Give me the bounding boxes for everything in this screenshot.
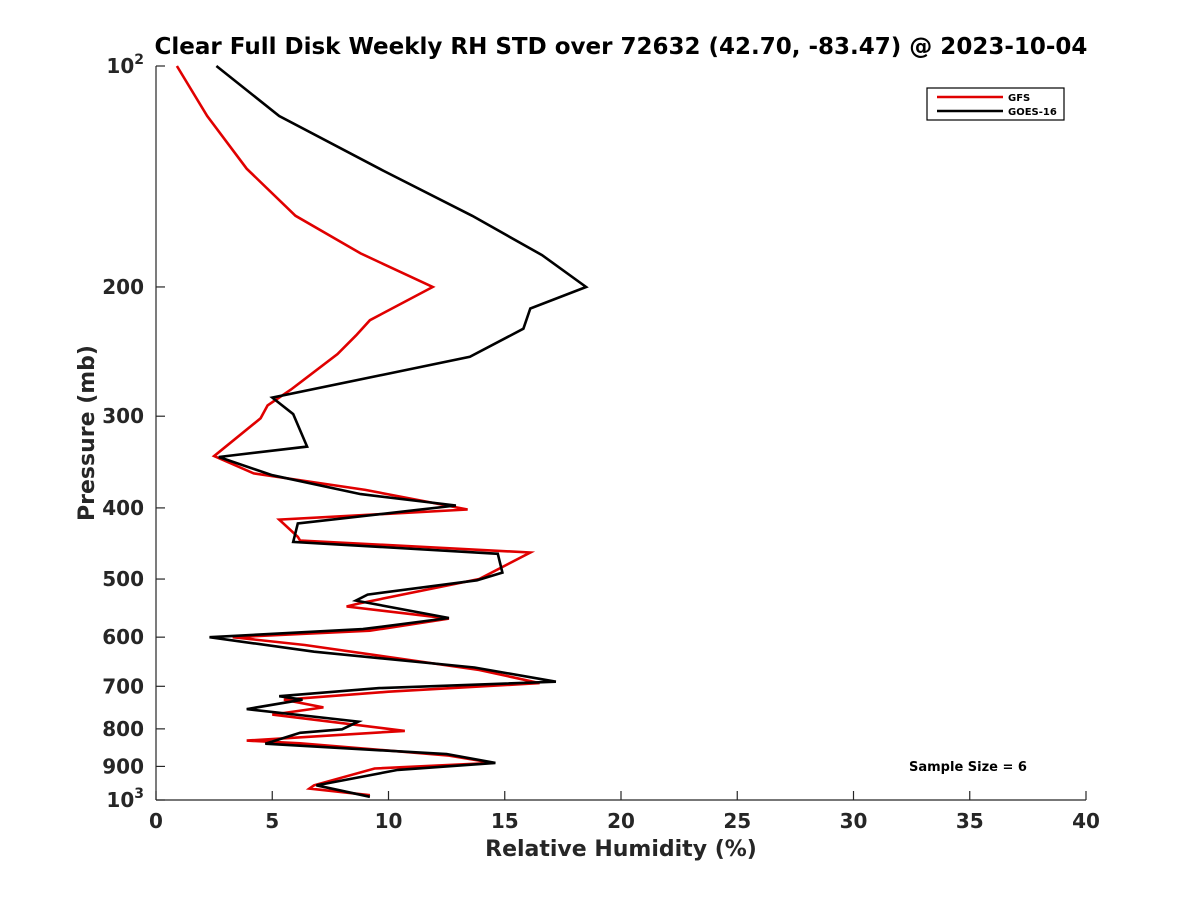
x-tick-label: 25 [723, 809, 751, 833]
sample-size-annotation: Sample Size = 6 [909, 760, 1027, 775]
y-tick-label: 600 [102, 625, 144, 649]
series-line-gfs [175, 65, 540, 797]
legend-label: GOES-16 [1008, 107, 1057, 118]
plot-area [155, 64, 1086, 801]
x-axis-ticks: 0 5 10 15 20 25 30 35 40 [149, 791, 1100, 833]
y-axis-ticks: 102 200 300 400 500 600 700 800 900 103 [102, 52, 165, 812]
y-tick-label: 200 [102, 275, 144, 299]
x-axis-label: Relative Humidity (%) [485, 837, 757, 862]
y-tick-label: 500 [102, 567, 144, 591]
legend: GFS GOES-16 [926, 87, 1065, 121]
x-tick-label: 15 [491, 809, 519, 833]
x-tick-label: 35 [956, 809, 984, 833]
x-tick-label: 40 [1072, 809, 1100, 833]
legend-label: GFS [1008, 93, 1030, 104]
y-tick-label: 800 [102, 717, 144, 741]
y-tick-label: 103 [106, 786, 144, 812]
y-tick-label: 300 [102, 404, 144, 428]
y-tick-label: 900 [102, 754, 144, 778]
x-tick-label: 0 [149, 809, 163, 833]
x-tick-label: 10 [375, 809, 403, 833]
x-tick-label: 5 [265, 809, 279, 833]
legend-box [926, 87, 1065, 121]
x-tick-label: 20 [607, 809, 635, 833]
y-axis-label: Pressure (mb) [75, 345, 100, 521]
y-tick-label: 400 [102, 496, 144, 520]
series-line-goes-16 [209, 64, 589, 799]
chart-title: Clear Full Disk Weekly RH STD over 72632… [155, 34, 1088, 60]
y-tick-label: 102 [106, 52, 144, 78]
x-tick-label: 30 [840, 809, 868, 833]
y-tick-label: 700 [102, 674, 144, 698]
